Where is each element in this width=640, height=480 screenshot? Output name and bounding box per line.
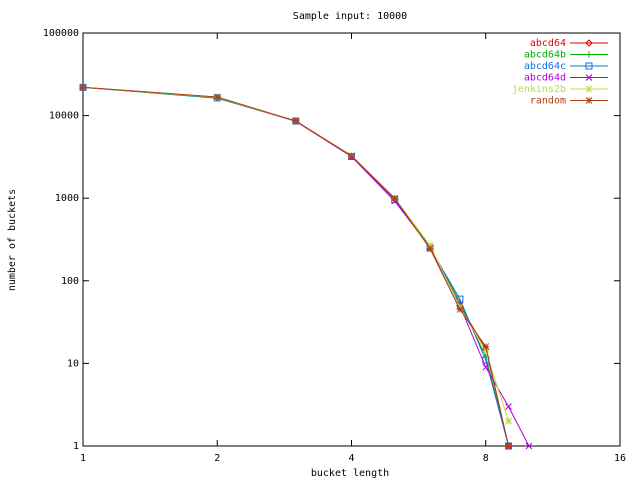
legend-label: abcd64b bbox=[524, 50, 566, 61]
legend-label: abcd64c bbox=[524, 61, 566, 72]
marker bbox=[482, 363, 490, 371]
marker bbox=[482, 347, 490, 355]
y-tick-label: 100 bbox=[61, 276, 79, 287]
marker bbox=[292, 117, 300, 125]
chart-title: Sample input: 10000 bbox=[293, 11, 407, 22]
marker bbox=[391, 194, 399, 202]
marker bbox=[505, 417, 512, 425]
y-tick-label: 1 bbox=[73, 441, 79, 452]
y-tick-label: 10000 bbox=[49, 111, 79, 122]
marker bbox=[426, 245, 434, 253]
x-tick-label: 16 bbox=[614, 453, 626, 464]
marker bbox=[585, 85, 593, 93]
legend-label: abcd64 bbox=[530, 38, 566, 49]
marker bbox=[525, 442, 533, 450]
x-tick-label: 8 bbox=[483, 453, 489, 464]
marker bbox=[585, 39, 593, 47]
x-tick-label: 4 bbox=[348, 453, 354, 464]
y-tick-label: 1000 bbox=[55, 193, 79, 204]
x-axis-label: bucket length bbox=[311, 468, 389, 479]
x-tick-label: 2 bbox=[214, 453, 220, 464]
marker bbox=[79, 83, 87, 91]
marker bbox=[348, 152, 355, 160]
marker bbox=[456, 306, 464, 313]
legend-label: jenkins2b bbox=[512, 84, 566, 95]
y-tick-label: 100000 bbox=[43, 28, 79, 39]
marker bbox=[585, 74, 593, 81]
marker bbox=[79, 83, 87, 91]
y-axis-label: number of buckets bbox=[7, 189, 18, 291]
marker bbox=[585, 97, 593, 104]
marker bbox=[505, 442, 512, 450]
marker bbox=[586, 51, 592, 58]
x-tick-label: 1 bbox=[80, 453, 86, 464]
y-tick-label: 10 bbox=[67, 358, 79, 369]
legend-label: abcd64d bbox=[524, 73, 566, 84]
marker bbox=[213, 94, 221, 102]
marker bbox=[505, 403, 512, 410]
marker bbox=[482, 343, 490, 350]
legend-label: random bbox=[530, 96, 566, 107]
marker bbox=[426, 241, 434, 249]
marker bbox=[213, 93, 221, 101]
marker bbox=[585, 62, 593, 70]
